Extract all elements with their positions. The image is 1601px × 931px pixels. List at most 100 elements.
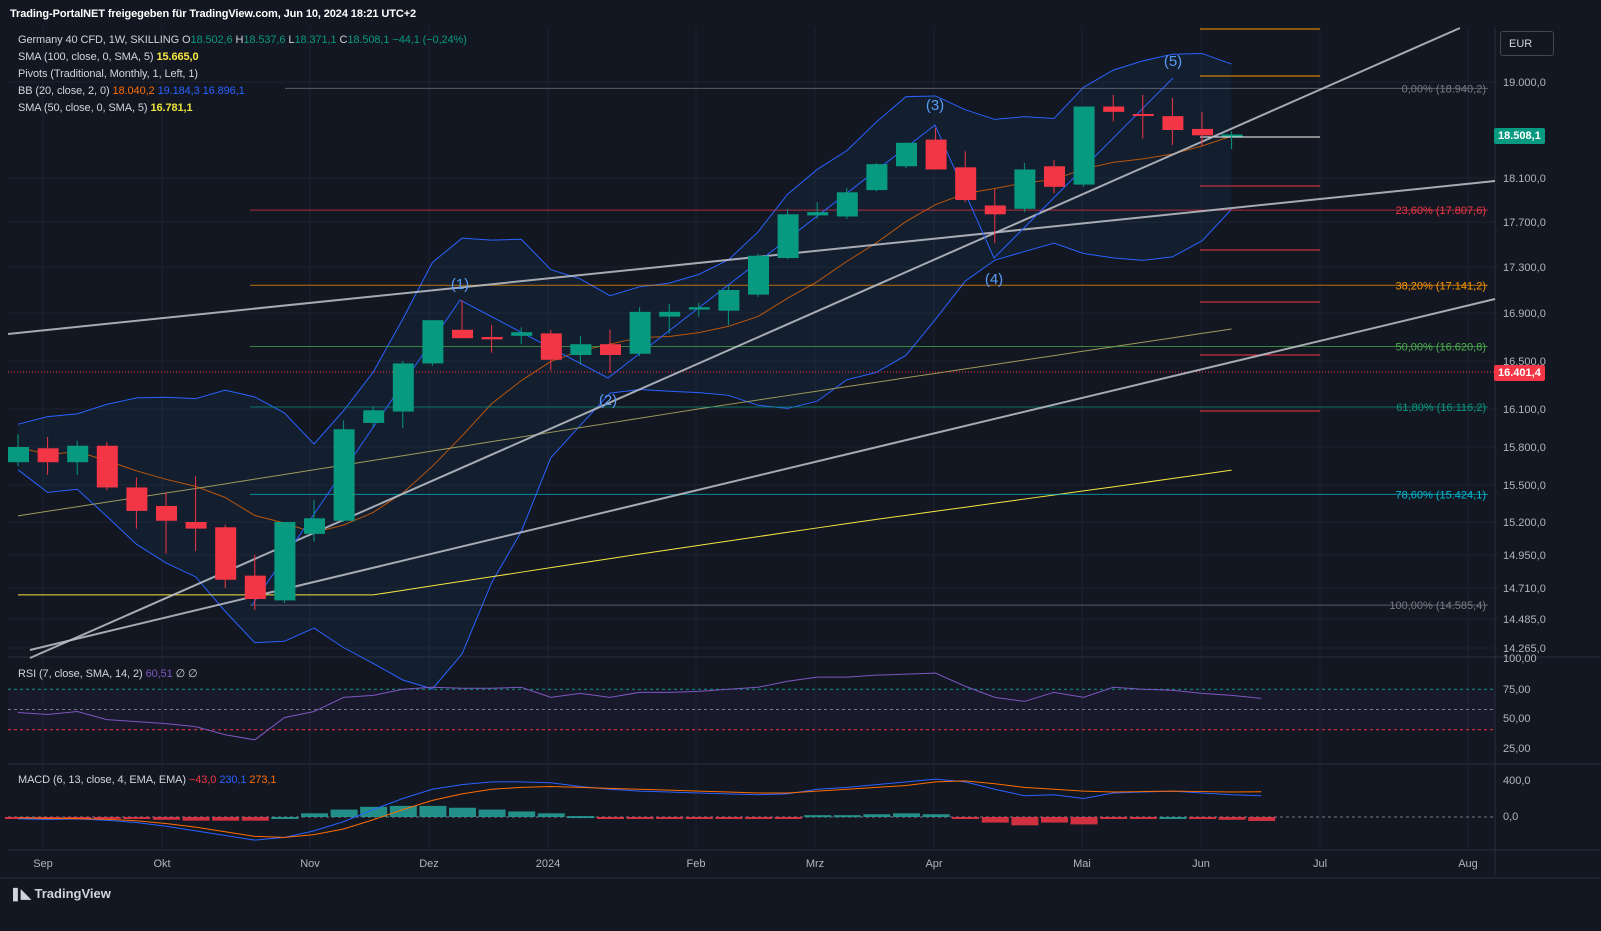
price-axis-label: 15.800,0 (1503, 442, 1546, 454)
high-value: 18.537,6 (243, 34, 286, 46)
candle-body (1014, 169, 1036, 209)
time-axis-label: Nov (300, 858, 320, 870)
candle-body (1073, 106, 1095, 185)
macd-line (17, 778, 1262, 841)
legend-ohlc: Germany 40 CFD, 1W, SKILLING O18.502,6 H18… (18, 34, 470, 46)
rsi-axis-label: 50,00 (1503, 713, 1531, 725)
wave-label: (3) (926, 97, 944, 114)
candle-body (126, 487, 148, 511)
macd-histogram-bar (981, 817, 1009, 823)
macd-histogram-bar (922, 814, 950, 817)
wave-label: (1) (451, 276, 469, 293)
candle-body (866, 164, 888, 191)
macd-histogram-bar (715, 817, 743, 819)
fib-level-label: 0,00% (18.940,2) (1402, 83, 1486, 95)
candle-body (955, 167, 977, 200)
macd-histogram-bar (745, 817, 772, 819)
wave-label: (5) (1164, 53, 1182, 70)
candle-body (8, 447, 29, 463)
currency-button[interactable]: EUR (1500, 31, 1554, 56)
candle-body (1103, 106, 1125, 112)
c-label: C (339, 34, 348, 46)
macd-histogram-bar (774, 817, 802, 819)
low-value: 18.371,1 (294, 34, 337, 46)
legend-pivots[interactable]: Pivots (Traditional, Monthly, 1, Left, 1… (18, 68, 201, 80)
candle-body (540, 333, 562, 360)
legend-bb[interactable]: BB (20, close, 2, 0) 18.040,2 19.184,3 16.8… (18, 85, 248, 97)
logo-icon: ❚◣ (10, 886, 31, 901)
candle-body (777, 214, 799, 258)
candle-body (304, 518, 325, 534)
price-axis-label: 15.500,0 (1503, 480, 1546, 492)
legend-sma50[interactable]: SMA (50, close, 0, SMA, 5) 16.781,1 (18, 102, 195, 114)
candle-body (215, 527, 237, 580)
candle-body (452, 329, 473, 339)
candle-body (718, 290, 740, 311)
macd-line-value: 230,1 (219, 774, 247, 786)
macd-histogram-bar (212, 817, 240, 821)
candle-body (156, 505, 177, 521)
candle-body (688, 307, 710, 310)
candle-body (629, 311, 651, 354)
legend-sma100[interactable]: SMA (100, close, 0, SMA, 5) 15.665,0 (18, 51, 202, 63)
sma100-value: 15.665,0 (156, 51, 199, 63)
bb-fill (18, 53, 1232, 689)
macd-histogram-bar (1041, 817, 1068, 823)
candle-body (96, 445, 118, 488)
price-axis-label: 15.200,0 (1503, 517, 1546, 529)
macd-histogram-bar (1129, 817, 1157, 819)
rsi-axis-label: 100,00 (1503, 653, 1537, 665)
price-axis-label: 17.700,0 (1503, 217, 1546, 229)
price-axis-label: 18.100,0 (1503, 173, 1546, 185)
macd-signal-value: 273,1 (249, 774, 277, 786)
time-axis-label: Dez (419, 858, 439, 870)
pivots-label: Pivots (Traditional, Monthly, 1, Left, 1… (18, 68, 198, 80)
rsi-line (17, 672, 1262, 741)
h-label: H (235, 34, 244, 46)
wave-label: (2) (599, 392, 617, 409)
candle-body (481, 337, 503, 340)
legend-rsi[interactable]: RSI (7, close, SMA, 14, 2) 60,51 ∅ ∅ (18, 667, 201, 680)
macd-histogram-bar (123, 817, 151, 819)
candle-body (659, 311, 681, 317)
macd-histogram-bar (93, 817, 121, 819)
candle-body (1192, 128, 1213, 136)
macd-histogram-bar (271, 817, 299, 819)
time-axis-label: Feb (687, 858, 706, 870)
open-value: 18.502,6 (190, 34, 233, 46)
macd-histogram-bar (1248, 817, 1276, 821)
sma50-label: SMA (50, close, 0, SMA, 5) (18, 102, 148, 114)
macd-histogram-bar (1070, 817, 1098, 825)
price-axis-label: 19.000,0 (1503, 77, 1546, 89)
time-axis-label: Aug (1458, 858, 1478, 870)
candle-body (511, 332, 533, 336)
marker-price-tag: 16.401,4 (1494, 365, 1545, 381)
macd-histogram-bar (508, 811, 536, 817)
fib-level-label: 23,60% (17.807,6) (1395, 205, 1486, 217)
logo-text: TradingView (34, 886, 111, 901)
price-axis-label: 17.300,0 (1503, 262, 1546, 274)
macd-histogram-bar (597, 817, 624, 819)
candle-body (570, 344, 592, 355)
candle-body (1162, 116, 1184, 130)
sma100-label: SMA (100, close, 0, SMA, 5) (18, 51, 154, 63)
symbol-name[interactable]: Germany 40 CFD, 1W, SKILLING (18, 34, 180, 46)
macd-histogram-bar (685, 817, 713, 819)
candle-body (1221, 134, 1243, 137)
macd-axis-label: 0,0 (1503, 811, 1518, 823)
macd-histogram-bar (330, 809, 358, 817)
bb-basis-value: 18.040,2 (112, 85, 155, 97)
macd-signal-line (17, 780, 1262, 838)
fib-level-label: 38,20% (17.141,2) (1395, 280, 1486, 292)
rsi-label: RSI (7, close, SMA, 14, 2) (18, 668, 143, 680)
legend-macd[interactable]: MACD (6, 13, close, 4, EMA, EMA) −43,0 230… (18, 774, 279, 786)
wave-label: (4) (985, 271, 1003, 288)
macd-histogram-bar (567, 816, 595, 819)
tradingview-logo[interactable]: ❚◣ TradingView (10, 886, 111, 902)
macd-axis-label: 400,0 (1503, 775, 1531, 787)
fib-level-label: 50,00% (16.620,8) (1395, 342, 1486, 354)
l-label: L (288, 34, 295, 46)
candle-body (1132, 114, 1154, 116)
macd-histogram-bar (1100, 817, 1128, 819)
